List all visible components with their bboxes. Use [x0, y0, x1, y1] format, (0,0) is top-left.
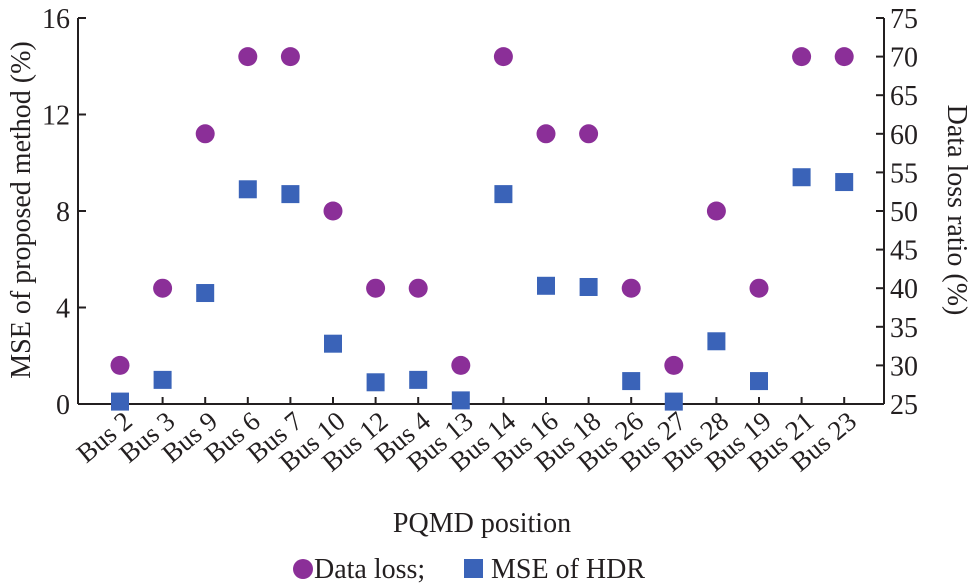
data-loss-point: [706, 201, 726, 221]
data-loss-point: [280, 47, 300, 67]
data-loss-point: [493, 47, 513, 67]
mse-hdr-point: [537, 276, 555, 295]
mse-hdr-point: [494, 185, 513, 204]
data-loss-point: [153, 278, 173, 298]
legend-label-mse-hdr: MSE of HDR: [491, 554, 645, 585]
data-loss-point: [536, 124, 556, 144]
data-loss-point: [621, 278, 641, 298]
y-right-tick-label: 25: [890, 390, 918, 421]
y-axis-left-title: MSE of proposed method (%): [6, 41, 37, 379]
mse-hdr-point: [238, 180, 257, 199]
mse-hdr-point: [579, 277, 598, 296]
y-right-tick-label: 50: [890, 197, 918, 228]
mse-hdr-point: [664, 392, 683, 411]
y-right-tick-label: 45: [890, 236, 918, 267]
data-loss-point: [366, 278, 386, 298]
data-loss-point: [195, 124, 215, 144]
y-left-tick-label: 4: [56, 294, 70, 325]
mse-hdr-point: [707, 332, 726, 351]
data-loss-point: [664, 355, 684, 375]
mse-hdr-point: [324, 334, 342, 353]
x-axis-title: PQMD position: [393, 508, 571, 539]
y-right-tick-label: 75: [890, 4, 918, 35]
data-loss-point: [323, 201, 343, 221]
y-right-tick-label: 65: [890, 81, 918, 112]
y-right-tick-label: 30: [890, 351, 918, 382]
mse-hdr-point: [622, 372, 641, 391]
y-left-tick-label: 16: [42, 4, 70, 35]
y-axis-right-title: Data loss ratio (%): [941, 105, 969, 316]
legend-label-data-loss: Data loss;: [314, 554, 425, 585]
mse-hdr-point: [835, 173, 854, 192]
mse-hdr-point: [750, 372, 768, 391]
data-loss-point: [110, 355, 130, 375]
mse-hdr-point: [281, 185, 300, 204]
mse-hdr-point: [111, 392, 129, 411]
data-loss-point: [451, 355, 471, 375]
data-loss-point: [408, 278, 428, 298]
data-loss-point: [238, 47, 258, 67]
mse-hdr-point: [196, 284, 215, 303]
mse-hdr-point: [792, 168, 811, 187]
mse-hdr-point: [451, 391, 470, 410]
legend-marker-data-loss: [293, 559, 313, 579]
data-loss-point: [792, 47, 812, 67]
y-right-tick-label: 70: [890, 43, 918, 74]
legend-marker-mse-hdr: [464, 559, 483, 578]
mse-hdr-point: [153, 370, 172, 389]
mse-hdr-point: [409, 370, 428, 389]
data-loss-point: [749, 278, 769, 298]
mse-hdr-point: [366, 373, 385, 392]
data-marks: [110, 47, 854, 411]
y-left-tick-label: 12: [42, 101, 70, 132]
y-right-tick-label: 35: [890, 313, 918, 344]
legend: Data loss; MSE of HDR: [293, 554, 645, 585]
y-right-tick-label: 60: [890, 120, 918, 151]
data-loss-point: [834, 47, 854, 67]
y-left-tick-label: 0: [56, 390, 70, 421]
y-right-tick-label: 40: [890, 274, 918, 305]
y-right-tick-label: 55: [890, 158, 918, 189]
data-loss-point: [579, 124, 599, 144]
y-left-tick-label: 8: [56, 197, 70, 228]
